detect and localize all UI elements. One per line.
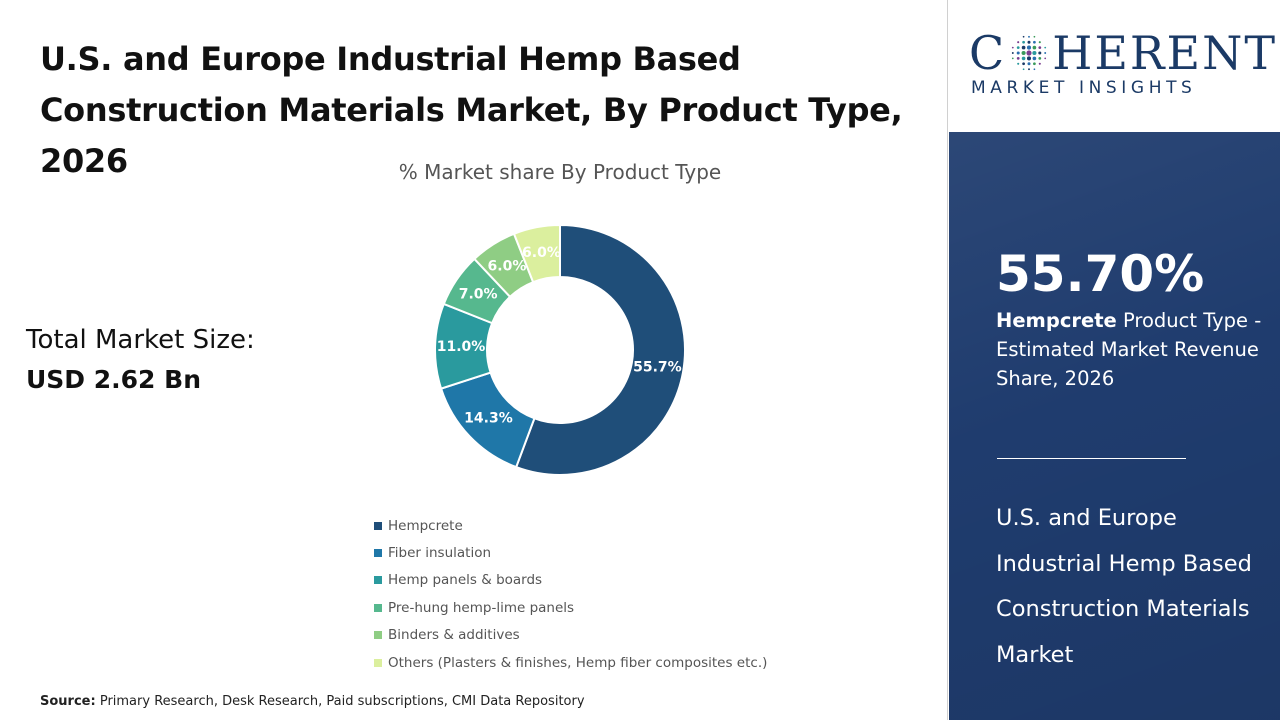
globe-dot <box>1028 68 1031 71</box>
source-label: Source: <box>40 694 96 709</box>
logo-word-left: C <box>969 26 1007 80</box>
globe-dot <box>1027 62 1031 66</box>
donut-slice <box>514 223 686 476</box>
chart-subtitle: % Market share By Product Type <box>398 160 722 184</box>
globe-dot <box>1017 41 1020 44</box>
legend-item: Hempcrete <box>374 512 767 539</box>
highlight-description-text: Product Type - Estimated Market Revenue … <box>996 309 1262 390</box>
globe-dot <box>1021 50 1026 56</box>
donut-data-label: 6.0% <box>522 245 561 261</box>
legend-label: Pre-hung hemp-lime panels <box>388 599 575 616</box>
globe-dot <box>1017 46 1020 49</box>
chart-panel: U.S. and Europe Industrial Hemp Based Co… <box>26 0 948 720</box>
globe-dot <box>1032 50 1037 56</box>
globe-dot <box>1022 68 1025 71</box>
globe-dot <box>1028 35 1031 38</box>
globe-dot <box>1017 62 1020 65</box>
info-panel: C HERENT MARKET INSIGHTS 55.70% Hempcret… <box>949 0 1280 720</box>
globe-dot <box>1026 50 1032 56</box>
donut-data-label: 11.0% <box>437 339 486 355</box>
globe-dot <box>1033 35 1036 38</box>
globe-dot <box>1044 52 1047 54</box>
globe-dot <box>1033 62 1036 66</box>
donut-data-label: 6.0% <box>488 258 527 274</box>
legend-label: Fiber insulation <box>388 545 492 562</box>
source-text: Primary Research, Desk Research, Paid su… <box>99 694 585 709</box>
market-size-label: Total Market Size: <box>26 325 255 355</box>
legend-label: Others (Plasters & finishes, Hemp fiber … <box>388 654 768 671</box>
legend-label: Binders & additives <box>388 627 520 644</box>
globe-dot <box>1012 46 1014 49</box>
globe-dot <box>1012 52 1014 54</box>
globe-dot <box>1038 57 1042 60</box>
legend-swatch <box>374 549 382 558</box>
highlight-value: 55.70% <box>996 245 1205 303</box>
market-name: U.S. and Europe Industrial Hemp Based Co… <box>996 505 1252 668</box>
donut-data-label: 7.0% <box>459 286 498 302</box>
legend-item: Others (Plasters & finishes, Hemp fiber … <box>374 649 767 676</box>
globe-dot <box>1044 46 1047 49</box>
highlight-segment: Hempcrete <box>996 309 1117 332</box>
globe-dot <box>1044 57 1047 60</box>
globe-dot <box>1021 45 1026 50</box>
donut-data-label: 55.7% <box>633 360 682 376</box>
page-title: U.S. and Europe Industrial Hemp Based Co… <box>40 40 903 180</box>
divider <box>997 458 1186 459</box>
globe-dot <box>1032 56 1037 61</box>
globe-dot <box>1038 46 1042 49</box>
legend-item: Binders & additives <box>374 622 767 649</box>
globe-dot <box>1032 45 1037 50</box>
donut-chart: 55.7% 14.3% 11.0% 7.0% 6.0%6.0% <box>434 223 686 476</box>
globe-dot <box>1022 35 1025 38</box>
logo-tagline: MARKET INSIGHTS <box>971 78 1197 98</box>
legend-label: Hemp panels & boards <box>388 572 543 589</box>
legend-item: Hemp panels & boards <box>374 567 767 594</box>
chart-legend: Hempcrete Fiber insulation Hemp panels & b… <box>374 512 767 676</box>
logo-wordmark: C HERENT <box>969 26 1277 80</box>
legend-swatch <box>374 631 382 640</box>
legend-swatch <box>374 576 382 585</box>
legend-item: Pre-hung hemp-lime panels <box>374 594 767 621</box>
globe-dot <box>1027 56 1032 61</box>
logo-word-right: HERENT <box>1052 26 1278 80</box>
globe-dot <box>1012 57 1014 60</box>
globe-dot <box>1033 40 1036 44</box>
globe-dot <box>1033 68 1036 71</box>
legend-label: Hempcrete <box>388 517 463 534</box>
market-size-value: USD 2.62 Bn <box>26 365 201 394</box>
globe-dot <box>1022 40 1026 44</box>
donut-data-label: 14.3% <box>464 410 513 426</box>
globe-dot <box>1027 40 1031 44</box>
donut-slice <box>512 223 561 284</box>
logo: C HERENT MARKET INSIGHTS <box>949 0 1280 132</box>
legend-swatch <box>374 603 382 612</box>
legend-swatch <box>374 521 382 530</box>
legend-swatch <box>374 658 382 667</box>
globe-dot <box>1017 57 1020 60</box>
globe-dot <box>1022 62 1026 66</box>
dotted-globe-icon <box>1012 35 1047 71</box>
highlight-description: Hempcrete Product Type - Estimated Marke… <box>996 306 1266 393</box>
globe-dot <box>1027 45 1032 50</box>
globe-dot <box>1021 56 1026 61</box>
globe-dot <box>1038 62 1042 65</box>
source-note: Source: Primary Research, Desk Research,… <box>40 694 585 709</box>
globe-dot <box>1016 51 1020 55</box>
globe-dot <box>1038 51 1042 55</box>
highlight-box: 55.70% Hempcrete Product Type - Estimate… <box>949 132 1280 720</box>
globe-dot <box>1038 41 1042 44</box>
legend-item: Fiber insulation <box>374 539 767 566</box>
